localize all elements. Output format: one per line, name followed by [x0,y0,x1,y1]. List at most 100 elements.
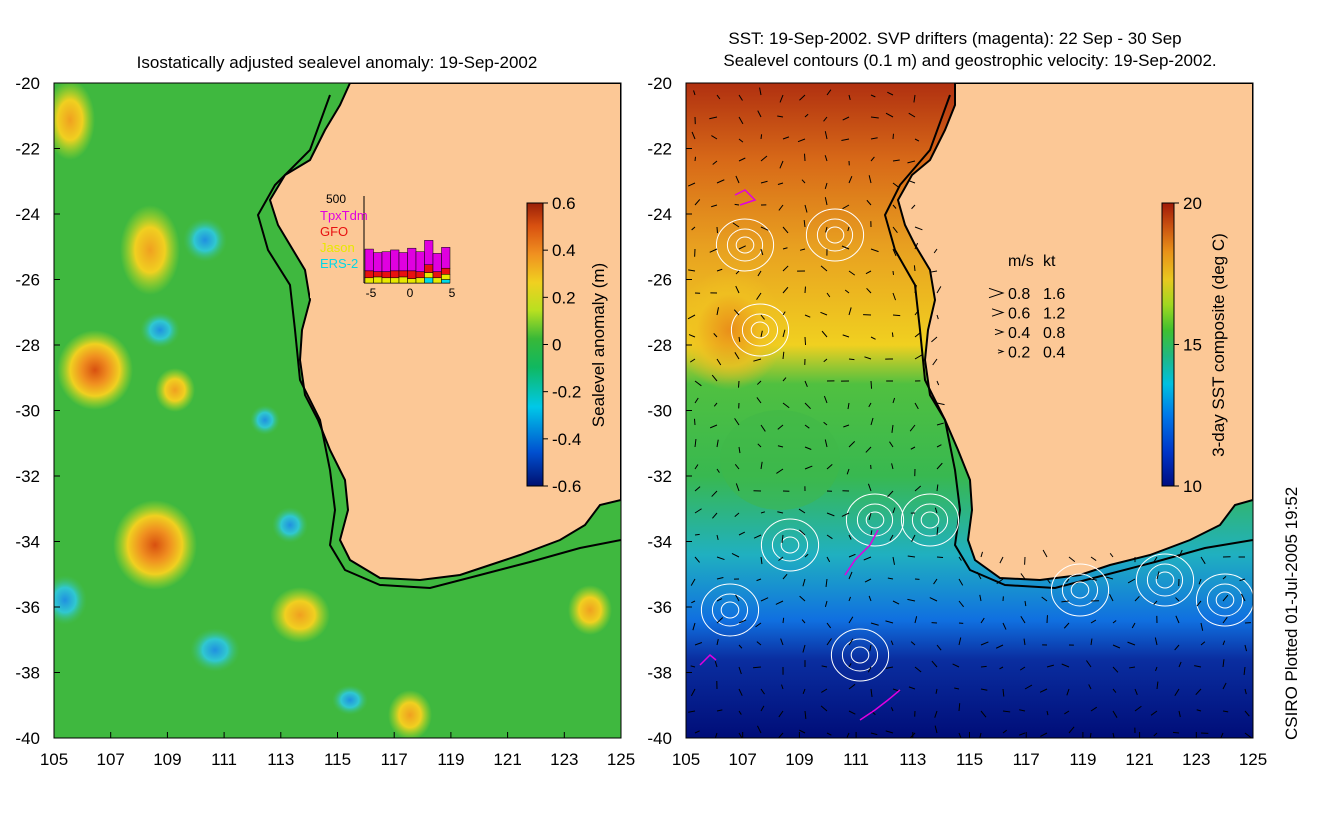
x-tick-label: 113 [899,750,926,769]
inset-bar-segment [416,272,425,278]
sla-anomaly-blob [113,500,197,590]
sla-map-title: Isostatically adjusted sealevel anomaly:… [137,53,538,72]
velocity-arrow [849,359,854,360]
y-tick-label: -30 [647,402,672,421]
sla-anomaly-blob [57,330,133,410]
velocity-arrow [783,618,784,623]
velocity-arrow [959,703,960,711]
sst-map-title-line1: SST: 19-Sep-2002. SVP drifters (magenta)… [728,29,1181,48]
inset-bar-segment [433,278,442,283]
inset-bar-segment [399,277,408,283]
inset-bar-segment [425,273,434,278]
x-tick-label: 121 [493,750,521,769]
colorbar-tick-label: 15 [1183,336,1202,355]
velocity-legend-ms: 0.6 [1008,306,1030,323]
y-tick-label: -20 [15,74,40,93]
inset-bar-segment [374,277,383,283]
x-tick-label: 115 [324,750,351,769]
velocity-arrow [914,265,915,271]
inset-bar-segment [399,253,408,271]
y-tick-label: -24 [15,205,40,224]
x-tick-label: 111 [211,750,237,769]
x-tick-label: 121 [1125,750,1153,769]
inset-bar-segment [408,279,417,283]
sla-anomaly-blob [270,587,330,643]
y-tick-label: -20 [647,74,672,93]
y-tick-label: -32 [647,467,672,486]
inset-legend-entry: ERS-2 [320,256,358,271]
inset-legend-entry: Jason [320,240,355,255]
colorbar-tick-label: -0.6 [552,477,581,496]
colorbar-tick-label: 0.6 [552,194,576,213]
x-tick-label: 113 [267,750,294,769]
inset-bar-segment [374,253,383,272]
x-tick-label: 119 [1069,750,1096,769]
velocity-legend-ms-header: m/s [1008,253,1034,270]
sla-anomaly-blob [155,368,195,412]
velocity-legend-kt-header: kt [1043,253,1056,270]
x-tick-label: 125 [607,750,635,769]
colorbar-tick-label: 0 [552,336,561,355]
y-tick-label: -22 [647,140,672,159]
velocity-legend-kt: 1.2 [1043,306,1065,323]
velocity-legend-kt: 0.4 [1043,345,1065,362]
sla-anomaly-blob [45,80,95,160]
inset-bar-segment [433,253,442,271]
colorbar-tick-label: 0.4 [552,241,576,260]
x-tick-label: 115 [956,750,983,769]
inset-bar-segment [425,240,434,264]
inset-legend-entry: TpxTdm [320,208,368,223]
velocity-arrow [1173,732,1179,733]
inset-x-tick-label: -5 [366,286,377,300]
inset-bar-segment [365,278,374,283]
y-tick-label: -26 [15,271,40,290]
x-tick-label: 123 [550,750,578,769]
colorbar-tick-label: 10 [1183,477,1202,496]
velocity-arrow [871,381,872,389]
x-tick-label: 107 [97,750,125,769]
inset-bar-segment [382,272,391,278]
inset-legend-entry: GFO [320,224,348,239]
y-tick-label: -24 [647,205,672,224]
velocity-arrow [735,204,739,205]
inset-bar-segment [391,278,400,283]
inset-x-tick-label: 0 [407,286,414,300]
y-tick-label: -40 [647,729,672,748]
sst-colorbar-ramp [1162,203,1174,486]
inset-bar-segment [433,272,442,278]
sla-anomaly-blob [140,312,180,348]
inset-bar-segment [374,272,383,277]
sla-anomaly-blob [568,585,612,635]
velocity-arrow [761,134,762,139]
y-tick-label: -28 [15,336,40,355]
velocity-legend-kt: 1.6 [1043,286,1065,303]
y-tick-label: -28 [647,336,672,355]
sla-colorbar-ramp [527,203,543,486]
inset-ymax-label: 500 [326,192,346,206]
y-tick-label: -34 [647,533,672,552]
y-tick-label: -36 [15,598,40,617]
sla-anomaly-blob [183,218,227,262]
sla-anomaly-blob [190,628,240,672]
inset-bar-segment [399,271,408,277]
sla-anomaly-blob [120,205,180,295]
x-tick-label: 105 [672,750,700,769]
x-tick-label: 111 [843,750,869,769]
velocity-arrow [893,315,900,316]
sst-colorbar-label: 3-day SST composite (deg C) [1209,233,1228,457]
velocity-legend-ms: 0.2 [1008,345,1030,362]
sla-anomaly-blob [250,405,280,435]
sla-anomaly-blob [332,685,368,715]
velocity-arrow [981,666,987,667]
x-tick-label: 117 [381,750,408,769]
x-tick-label: 117 [1013,750,1040,769]
inset-bar-segment [425,278,434,283]
inset-bar-segment [408,248,417,271]
x-tick-label: 105 [40,750,68,769]
sst-map-title-line2: Sealevel contours (0.1 m) and geostrophi… [723,51,1216,70]
velocity-legend-ms: 0.8 [1008,286,1030,303]
velocity-arrow [805,337,806,345]
inset-bar-segment [365,271,374,278]
velocity-arrow [695,534,700,535]
